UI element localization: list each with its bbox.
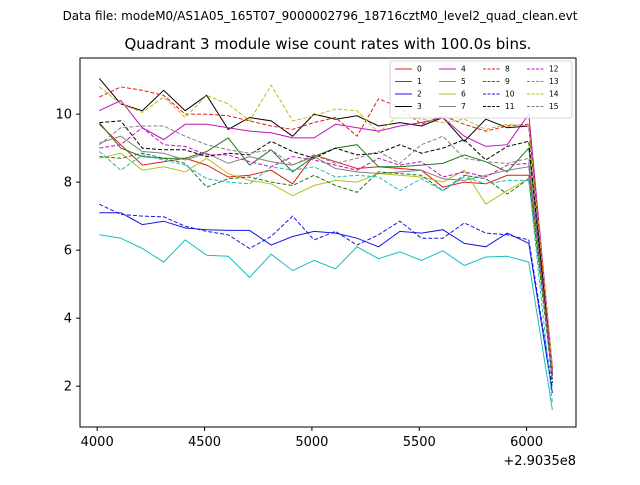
legend-label-13: 13: [549, 77, 559, 86]
series-line-9: [99, 152, 553, 380]
series-line-4: [99, 99, 553, 368]
legend-label-0: 0: [417, 65, 422, 74]
series-line-10: [99, 203, 553, 388]
x-tick-label: 6000: [510, 435, 543, 450]
series-line-3: [98, 78, 553, 377]
x-axis: 4000 4500 5000 5500 6000: [81, 427, 543, 450]
y-axis: 2 4 6 8 10: [55, 108, 80, 395]
series-lines: [98, 78, 553, 411]
legend-label-7: 7: [461, 102, 466, 111]
legend-label-9: 9: [505, 77, 510, 86]
series-line-8: [99, 86, 553, 373]
series-line-14: [98, 84, 553, 366]
legend-label-11: 11: [505, 102, 515, 111]
legend-label-14: 14: [549, 90, 559, 99]
legend-frame: [389, 60, 573, 119]
legend-label-4: 4: [461, 65, 466, 74]
x-tick-label: 4000: [81, 435, 114, 450]
series-line-2: [99, 212, 553, 394]
y-tick-label: 2: [64, 380, 72, 395]
series-line-1: [98, 122, 553, 371]
legend-label-1: 1: [417, 77, 422, 86]
legend-label-12: 12: [549, 65, 559, 74]
series-line-0: [98, 123, 553, 370]
x-tick-label: 5500: [403, 435, 436, 450]
legend-label-6: 6: [461, 90, 466, 99]
legend-label-5: 5: [461, 77, 466, 86]
chart-title: Quadrant 3 module wise count rates with …: [124, 35, 531, 53]
y-tick-label: 8: [64, 176, 72, 191]
legend-label-15: 15: [549, 102, 559, 111]
x-axis-offset-label: +2.9035e8: [503, 454, 576, 469]
series-line-6: [99, 152, 553, 373]
plot-frame: [79, 57, 577, 428]
y-tick-label: 6: [64, 244, 72, 259]
legend-label-3: 3: [417, 102, 422, 111]
y-tick-label: 10: [55, 108, 72, 123]
data-file-suptitle: Data file: modeM0/AS1A05_165T07_90000027…: [63, 9, 578, 23]
series-line-5: [99, 234, 553, 411]
legend-label-10: 10: [505, 90, 515, 99]
x-tick-label: 4500: [188, 435, 221, 450]
legend-label-2: 2: [417, 90, 422, 99]
series-line-13: [98, 151, 553, 404]
series-line-12: [99, 127, 553, 375]
y-tick-label: 4: [64, 312, 72, 327]
legend-label-8: 8: [505, 65, 510, 74]
series-line-11: [99, 120, 553, 383]
x-tick-label: 5000: [295, 435, 328, 450]
